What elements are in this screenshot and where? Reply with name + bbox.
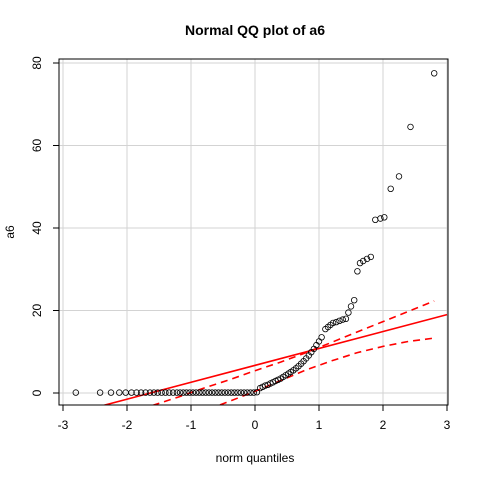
- data-point-70: [329, 319, 337, 327]
- data-point-86: [387, 185, 394, 192]
- data-point-77: [351, 297, 358, 304]
- y-tick-label-4: 80: [30, 56, 44, 70]
- data-point-75: [345, 309, 352, 316]
- data-point-22: [192, 389, 200, 396]
- x-tick-label-2: -1: [186, 418, 197, 432]
- chart-title: Normal QQ plot of a6: [185, 22, 325, 38]
- data-point-80: [360, 257, 367, 265]
- data-point-85: [381, 214, 388, 221]
- data-point-36: [237, 389, 245, 396]
- data-point-83: [372, 216, 379, 223]
- y-tick-label-2: 40: [30, 221, 44, 235]
- data-point-37: [240, 389, 248, 396]
- data-points: [72, 70, 438, 396]
- data-point-35: [234, 389, 241, 396]
- data-point-81: [363, 255, 371, 263]
- data-point-31: [221, 389, 229, 396]
- reference-line-segment: [101, 313, 448, 405]
- x-axis: -3 -2 -1 0 1 2 3: [58, 405, 451, 432]
- data-point-23: [196, 389, 203, 396]
- data-point-73: [339, 316, 346, 323]
- data-point-32: [224, 389, 232, 396]
- plot-frame: [58, 58, 449, 406]
- data-point-8: [142, 389, 149, 396]
- data-point-0: [72, 389, 79, 396]
- data-point-41: [253, 389, 261, 396]
- data-point-14: [165, 389, 173, 396]
- x-tick-label-0: -3: [58, 418, 69, 432]
- data-point-89: [431, 70, 438, 77]
- data-point-39: [247, 389, 254, 396]
- data-point-82: [367, 253, 374, 261]
- data-point-66: [318, 334, 325, 341]
- data-point-76: [347, 303, 355, 310]
- y-tick-label-3: 60: [30, 139, 44, 153]
- confidence-band: [152, 300, 435, 405]
- data-point-10: [150, 389, 158, 396]
- y-axis: 0 20 40 60 80: [30, 56, 59, 396]
- data-point-7: [137, 389, 145, 396]
- data-point-16: [173, 389, 181, 396]
- data-point-33: [228, 389, 235, 396]
- data-point-34: [231, 389, 238, 396]
- y-tick-label-1: 20: [30, 304, 44, 318]
- x-tick-label-6: 3: [444, 418, 451, 432]
- x-axis-label: norm quantiles: [216, 451, 295, 465]
- y-tick-label-0: 0: [30, 389, 44, 396]
- data-point-2: [107, 389, 115, 396]
- x-tick-label-5: 2: [380, 418, 387, 432]
- data-point-40: [250, 389, 257, 396]
- data-point-5: [128, 389, 135, 396]
- x-tick-label-1: -2: [122, 418, 133, 432]
- data-point-11: [154, 389, 161, 396]
- data-point-9: [146, 389, 154, 396]
- data-point-30: [218, 389, 225, 396]
- data-point-26: [205, 389, 213, 396]
- data-point-29: [215, 389, 222, 396]
- data-point-38: [244, 389, 251, 396]
- data-point-21: [189, 389, 197, 396]
- data-point-88: [407, 123, 414, 131]
- data-point-18: [180, 389, 187, 396]
- data-point-13: [162, 389, 169, 396]
- y-axis-label: a6: [3, 225, 17, 239]
- data-point-28: [212, 389, 219, 396]
- reference-line: [101, 313, 448, 405]
- data-point-20: [186, 389, 193, 396]
- data-point-12: [158, 389, 165, 396]
- data-point-78: [354, 268, 361, 275]
- x-tick-label-4: 1: [316, 418, 323, 432]
- data-point-25: [202, 389, 209, 396]
- data-point-15: [169, 389, 177, 396]
- data-point-1: [96, 389, 104, 396]
- data-point-84: [377, 215, 384, 222]
- data-point-74: [342, 315, 350, 322]
- data-point-6: [133, 389, 140, 396]
- x-tick-label-3: 0: [252, 418, 259, 432]
- data-point-19: [183, 389, 190, 396]
- data-point-79: [356, 259, 364, 267]
- data-point-24: [199, 389, 206, 396]
- data-point-17: [176, 389, 184, 396]
- grid: [59, 59, 448, 405]
- data-point-87: [395, 173, 403, 180]
- data-point-3: [116, 389, 123, 396]
- data-point-72: [336, 317, 343, 324]
- data-point-71: [333, 318, 340, 326]
- confidence-lower: [217, 337, 435, 405]
- data-point-27: [208, 389, 216, 396]
